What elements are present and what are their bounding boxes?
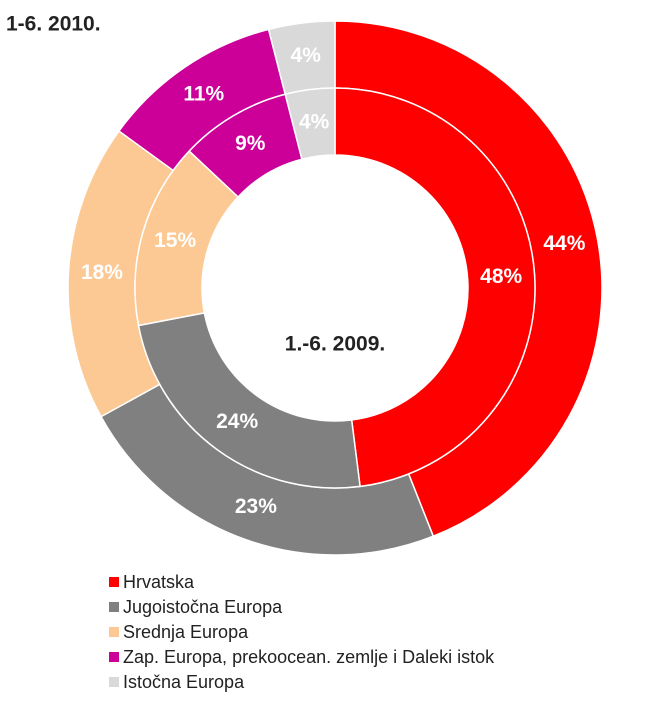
legend-swatch <box>109 627 119 637</box>
value-label: 18% <box>81 261 123 284</box>
legend-label: Istočna Europa <box>123 672 245 692</box>
legend-label: Hrvatska <box>123 572 195 592</box>
legend-swatch <box>109 602 119 612</box>
legend-swatch <box>109 652 119 662</box>
value-label: 44% <box>543 232 585 255</box>
legend-swatch <box>109 677 119 687</box>
value-label: 11% <box>183 82 224 105</box>
value-label: 23% <box>235 495 277 518</box>
legend-label: Jugoistočna Europa <box>123 597 283 617</box>
legend-swatch <box>109 577 119 587</box>
value-label: 4% <box>291 44 322 67</box>
inner-ring-title: 1.-6. 2009. <box>285 333 385 356</box>
value-label: 24% <box>216 410 258 433</box>
value-label: 4% <box>299 110 330 133</box>
legend-label: Srednja Europa <box>123 622 249 642</box>
value-label: 48% <box>480 265 522 288</box>
value-label: 15% <box>154 229 196 252</box>
legend-label: Zap. Europa, prekoocean. zemlje i Daleki… <box>123 647 495 667</box>
donut-slice <box>284 87 336 161</box>
donut-slice <box>334 87 536 488</box>
value-label: 9% <box>235 132 266 155</box>
donut-slice <box>137 312 361 489</box>
outer-ring-title: 1-6. 2010. <box>6 13 101 36</box>
